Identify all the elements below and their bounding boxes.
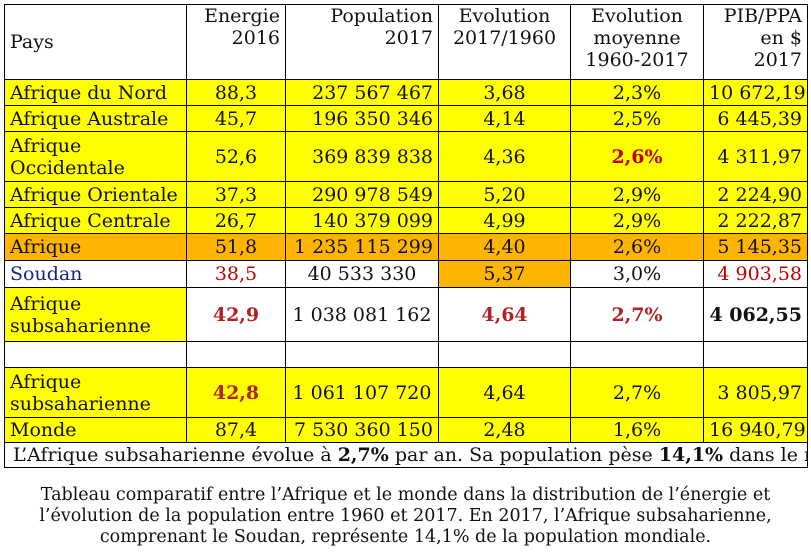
header-population: Population 2017 bbox=[285, 4, 439, 80]
table-row: Monde 87,4 7 530 360 150 2,48 1,6% 16 94… bbox=[4, 417, 808, 443]
cell-evolution: 4,64 bbox=[438, 367, 571, 418]
cell-population: 1 061 107 720 bbox=[285, 367, 439, 418]
cell-evolution-moyenne: 2,6% bbox=[570, 233, 704, 261]
cell-evolution: 4,64 bbox=[438, 287, 571, 342]
cell-pays: Monde bbox=[4, 417, 187, 443]
header-evolution: Evolution 2017/1960 bbox=[438, 4, 571, 80]
cell-pib: 10 672,19 bbox=[703, 79, 808, 106]
cell-population: 1 235 115 299 bbox=[285, 233, 439, 261]
cell-evolution: 4,14 bbox=[438, 105, 571, 132]
table-row: Afrique Occidentale 52,6 369 839 838 4,36… bbox=[4, 131, 808, 182]
cell-energie: 26,7 bbox=[186, 207, 286, 234]
cell-population: 40 533 330 bbox=[285, 260, 439, 288]
cell-population: 290 978 549 bbox=[285, 181, 439, 208]
header-pays: Pays bbox=[4, 4, 187, 80]
cell-evolution-moyenne bbox=[570, 341, 704, 368]
cell-pib: 5 145,35 bbox=[703, 233, 808, 261]
caption-line: Tableau comparatif entre l’Afrique et le… bbox=[40, 485, 771, 505]
cell-evolution-moyenne: 2,5% bbox=[570, 105, 704, 132]
table-caption: Tableau comparatif entre l’Afrique et le… bbox=[0, 485, 811, 548]
cell-pays: Soudan bbox=[4, 260, 187, 288]
cell-pib bbox=[703, 341, 808, 368]
cell-evolution-moyenne: 2,6% bbox=[570, 131, 704, 182]
cell-evolution-moyenne: 3,0% bbox=[570, 260, 704, 288]
cell-population: 369 839 838 bbox=[285, 131, 439, 182]
table-row: Afrique Centrale 26,7 140 379 099 4,99 2… bbox=[4, 207, 808, 234]
header-evolution-moyenne: Evolution moyenne 1960-2017 bbox=[570, 4, 704, 80]
cell-population bbox=[285, 341, 439, 368]
table-note: L’Afrique subsaharienne évolue à 2,7% pa… bbox=[4, 442, 808, 468]
cell-pib: 4 903,58 bbox=[703, 260, 808, 288]
cell-pib: 3 805,97 bbox=[703, 367, 808, 418]
table-row: Soudan 38,5 40 533 330 5,37 3,0% 4 903,5… bbox=[4, 260, 808, 288]
caption-line: l’évolution de la population entre 1960 … bbox=[39, 506, 772, 526]
table-row: Afrique subsaharienne 42,9 1 038 081 162 … bbox=[4, 287, 808, 342]
cell-evolution: 2,48 bbox=[438, 417, 571, 443]
cell-energie: 51,8 bbox=[186, 233, 286, 261]
cell-pays: Afrique du Nord bbox=[4, 79, 187, 106]
cell-evolution: 4,36 bbox=[438, 131, 571, 182]
cell-evolution-moyenne: 2,9% bbox=[570, 181, 704, 208]
cell-energie: 42,8 bbox=[186, 367, 286, 418]
cell-evolution: 5,37 bbox=[438, 260, 571, 288]
table-row: Afrique Australe 45,7 196 350 346 4,14 2… bbox=[4, 105, 808, 132]
cell-evolution bbox=[438, 341, 571, 368]
cell-evolution-moyenne: 2,9% bbox=[570, 207, 704, 234]
cell-population: 140 379 099 bbox=[285, 207, 439, 234]
cell-energie: 38,5 bbox=[186, 260, 286, 288]
cell-pib: 4 062,55 bbox=[703, 287, 808, 342]
cell-pays: Afrique Orientale bbox=[4, 181, 187, 208]
cell-pays: Afrique Australe bbox=[4, 105, 187, 132]
table-row: Afrique subsaharienne 42,8 1 061 107 720 … bbox=[4, 367, 808, 418]
cell-population: 7 530 360 150 bbox=[285, 417, 439, 443]
cell-pays: Afrique subsaharienne bbox=[4, 287, 187, 342]
cell-evolution: 4,40 bbox=[438, 233, 571, 261]
cell-evolution: 3,68 bbox=[438, 79, 571, 106]
cell-evolution: 4,99 bbox=[438, 207, 571, 234]
cell-evolution-moyenne: 2,7% bbox=[570, 287, 704, 342]
table-row: Afrique 51,8 1 235 115 299 4,40 2,6% 5 1… bbox=[4, 233, 808, 261]
cell-evolution-moyenne: 2,3% bbox=[570, 79, 704, 106]
cell-evolution: 5,20 bbox=[438, 181, 571, 208]
cell-pays: Afrique bbox=[4, 233, 187, 261]
cell-pays: Afrique subsaharienne bbox=[4, 367, 187, 418]
cell-evolution-moyenne: 2,7% bbox=[570, 367, 704, 418]
cell-pays bbox=[4, 341, 187, 368]
caption-line: comprenant le Soudan, représente 14,1% d… bbox=[99, 527, 712, 547]
table-row: Afrique Orientale 37,3 290 978 549 5,20 … bbox=[4, 181, 808, 208]
cell-energie: 52,6 bbox=[186, 131, 286, 182]
header-energie: Energie 2016 bbox=[186, 4, 286, 80]
cell-population: 237 567 467 bbox=[285, 79, 439, 106]
header-row: Pays Energie 2016 Population 2017 Evolutio… bbox=[4, 4, 808, 80]
cell-energie bbox=[186, 341, 286, 368]
cell-energie: 88,3 bbox=[186, 79, 286, 106]
table-row: Afrique du Nord 88,3 237 567 467 3,68 2,… bbox=[4, 79, 808, 106]
cell-pib: 16 940,79 bbox=[703, 417, 808, 443]
cell-energie: 87,4 bbox=[186, 417, 286, 443]
cell-energie: 37,3 bbox=[186, 181, 286, 208]
table-row-empty bbox=[4, 341, 808, 368]
cell-energie: 45,7 bbox=[186, 105, 286, 132]
cell-energie: 42,9 bbox=[186, 287, 286, 342]
cell-population: 1 038 081 162 bbox=[285, 287, 439, 342]
cell-population: 196 350 346 bbox=[285, 105, 439, 132]
cell-pib: 6 445,39 bbox=[703, 105, 808, 132]
comparison-table: Pays Energie 2016 Population 2017 Evolutio… bbox=[4, 4, 808, 468]
cell-pays: Afrique Occidentale bbox=[4, 131, 187, 182]
cell-pib: 2 224,90 bbox=[703, 181, 808, 208]
cell-pib: 2 222,87 bbox=[703, 207, 808, 234]
cell-evolution-moyenne: 1,6% bbox=[570, 417, 704, 443]
cell-pib: 4 311,97 bbox=[703, 131, 808, 182]
table-note-row: L’Afrique subsaharienne évolue à 2,7% pa… bbox=[4, 442, 808, 468]
cell-pays: Afrique Centrale bbox=[4, 207, 187, 234]
header-pib: PIB/PPA en $ 2017 bbox=[703, 4, 808, 80]
